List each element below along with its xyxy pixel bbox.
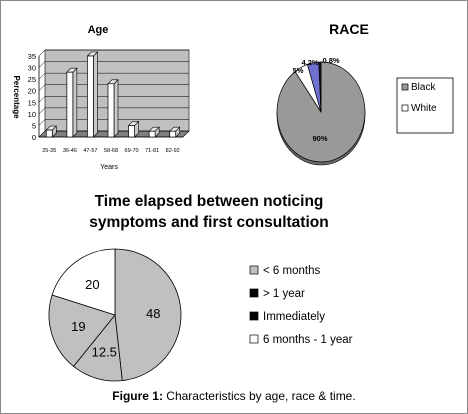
age-gridline — [38, 61, 189, 68]
age-x-tick-label: 25-35 — [42, 148, 56, 154]
age-bar — [128, 125, 135, 138]
age-x-tick-label: 82-92 — [166, 148, 180, 154]
time-pie-slice — [48, 294, 116, 367]
caption-label: Figure 1: — [112, 389, 163, 403]
age-gridline — [38, 119, 189, 126]
age-gridline — [38, 49, 189, 57]
age-bar-chart: Age Percentage Years 0 5 10 15 20 25 30 35 25-35 36-… — [12, 24, 190, 171]
age-bar-side — [93, 51, 98, 138]
age-y-tick-label: 20 — [28, 87, 36, 96]
age-gridline — [38, 72, 189, 80]
time-chart-title-line: Time elapsed between noticing — [95, 193, 324, 210]
time-pie-slice — [114, 248, 182, 382]
time-pie-chart: Time elapsed between noticing symptoms an… — [48, 193, 353, 382]
age-bar-side — [72, 67, 78, 138]
time-chart-title-line: symptoms and first consultation — [89, 214, 328, 231]
time-slice-label: 20 — [85, 277, 99, 292]
age-y-tick-label: 10 — [28, 110, 36, 119]
race-slice-label: 5% — [293, 66, 304, 75]
age-x-tick-label: 69-70 — [125, 148, 139, 154]
age-y-tick-label: 30 — [28, 64, 36, 73]
time-pie-slice — [51, 248, 116, 316]
time-legend-label: 6 months - 1 year — [263, 334, 353, 346]
age-gridline — [38, 107, 189, 115]
age-y-tick-label: 25 — [28, 75, 36, 84]
age-x-tick-label: 36-46 — [63, 148, 77, 154]
age-bar-side — [113, 79, 119, 138]
age-bar — [45, 129, 53, 138]
race-slice-label: 0.8% — [322, 56, 339, 65]
race-slice-label: 4.2% — [301, 58, 318, 67]
race-legend-label: White — [411, 103, 437, 114]
age-y-tick-label: 15 — [28, 98, 36, 107]
race-chart-title: RACE — [329, 21, 369, 37]
figure-caption: Figure 1: Characteristics by age, race &… — [1, 389, 467, 403]
time-legend-label: < 6 months — [263, 265, 320, 277]
age-gridline — [38, 130, 189, 138]
race-legend-swatch — [401, 104, 409, 112]
race-legend-label: Black — [411, 82, 436, 93]
caption-text: Characteristics by age, race & time. — [162, 389, 356, 403]
time-slice-label: 19 — [71, 319, 85, 334]
age-bar — [66, 71, 74, 138]
age-x-tick-label: 71-81 — [145, 148, 159, 154]
age-bar — [87, 55, 94, 138]
age-x-tick-label: 47-57 — [83, 148, 97, 154]
age-y-axis-label: Percentage — [12, 75, 21, 119]
time-slice-label: 48 — [146, 306, 160, 321]
race-legend-swatch — [401, 83, 409, 91]
age-y-tick-label: 5 — [32, 121, 36, 130]
race-pie-slice — [318, 61, 322, 113]
race-pie-chart: RACE 90% 5%4.2% 0.8% Black White — [276, 21, 454, 166]
age-x-tick-label: 58-68 — [104, 148, 118, 154]
age-bar — [169, 130, 177, 138]
age-chart-title: Age — [88, 24, 109, 36]
age-bar — [148, 130, 156, 138]
age-x-axis-label: Years — [100, 164, 118, 171]
time-legend-label: > 1 year — [263, 288, 305, 300]
age-gridline — [38, 84, 189, 91]
time-legend-swatch — [249, 265, 259, 275]
age-y-tick-label: 0 — [32, 133, 36, 142]
time-legend-swatch — [249, 311, 259, 321]
time-legend-swatch — [249, 334, 259, 344]
time-legend-label: Immediately — [263, 311, 325, 323]
age-gridline — [38, 96, 189, 103]
race-slice-label: 90% — [312, 134, 327, 143]
time-slice-label: 12.5 — [92, 345, 117, 360]
age-y-tick-label: 35 — [28, 52, 36, 61]
time-legend-swatch — [249, 288, 259, 298]
age-bar — [107, 83, 115, 138]
